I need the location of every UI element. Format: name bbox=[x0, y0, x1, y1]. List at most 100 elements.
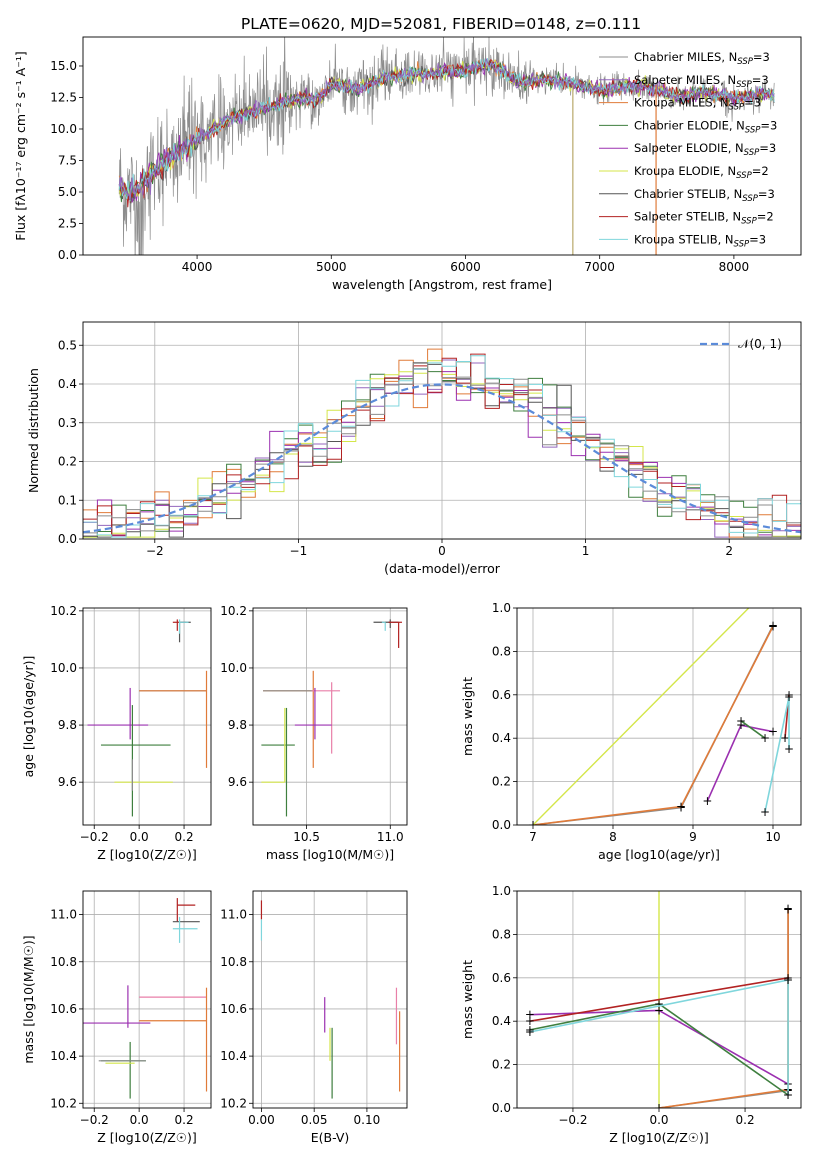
legend-label: Salpeter ELODIE, NSSP=3 bbox=[634, 141, 776, 158]
x-tick-label: 11.0 bbox=[377, 830, 404, 844]
point-marker: + bbox=[654, 1101, 664, 1115]
weight-line bbox=[706, 724, 774, 802]
plot-area bbox=[118, 37, 775, 255]
point-marker: + bbox=[780, 731, 790, 745]
legend-label: Kroupa ELODIE, NSSP=2 bbox=[634, 164, 769, 181]
weight-vs-metallicity-panel: +++++++++ +++++++++++−0.2 0.0 0.2 0.0 0.2 0.4 0… bbox=[460, 884, 802, 1145]
y-tick-label: 15.0 bbox=[50, 59, 77, 73]
plot-area bbox=[261, 619, 402, 817]
y-axis-label: mass weight bbox=[460, 960, 475, 1039]
axes-frame bbox=[252, 890, 408, 1109]
y-tick-label: 10.8 bbox=[220, 955, 247, 969]
x-tick-label: 4000 bbox=[182, 260, 213, 274]
point-marker: + bbox=[784, 690, 794, 704]
x-tick-label: 8000 bbox=[719, 260, 750, 274]
x-axis-label: Z [log10(Z/Z☉)] bbox=[609, 1130, 709, 1145]
y-tick-label: 10.6 bbox=[220, 1002, 247, 1016]
x-tick-label: 0.0 bbox=[130, 1113, 149, 1127]
x-tick-label: 5000 bbox=[316, 260, 347, 274]
y-axis-label: Normed distribution bbox=[26, 368, 41, 493]
point-marker: + bbox=[676, 800, 686, 814]
y-tick-label: 0.4 bbox=[58, 377, 77, 391]
point-marker: + bbox=[768, 619, 778, 633]
axes-frame bbox=[82, 36, 802, 256]
y-tick-label: 10.2 bbox=[50, 1096, 77, 1110]
weight-line bbox=[764, 696, 790, 813]
x-tick-label: 0.00 bbox=[248, 1113, 275, 1127]
x-tick-label: 0.2 bbox=[175, 830, 194, 844]
y-tick-label: 0.0 bbox=[492, 818, 511, 832]
normal-curve bbox=[83, 383, 801, 534]
y-tick-label: 0.8 bbox=[492, 927, 511, 941]
legend-label: Salpeter STELIB, NSSP=2 bbox=[634, 210, 774, 227]
point-marker: + bbox=[528, 818, 538, 832]
model-spectrum bbox=[118, 57, 775, 202]
residual-histogram-panel: −2 −1 0 1 2 0.0 0.1 0.2 0.3 0.4 0.5 (data-model)/er… bbox=[26, 321, 802, 576]
y-tick-label: 10.4 bbox=[220, 1049, 247, 1063]
x-tick-label: −2 bbox=[146, 544, 164, 558]
y-tick-label: 11.0 bbox=[220, 908, 247, 922]
y-tick-label: 0.0 bbox=[58, 248, 77, 262]
point-marker: + bbox=[654, 997, 664, 1011]
histogram-step bbox=[83, 362, 801, 539]
axes-frame bbox=[252, 607, 408, 826]
point-marker: + bbox=[748, 597, 758, 611]
weight-vs-age-panel: ++++++++++ +++ +++++7 8 9 10 0.0 0.2 0.4 0.6 0.8 1.… bbox=[460, 597, 802, 862]
point-marker: + bbox=[525, 1025, 535, 1039]
point-marker: + bbox=[654, 1101, 664, 1115]
y-tick-label: 1.0 bbox=[492, 884, 511, 898]
weight-line bbox=[658, 908, 789, 1108]
y-tick-label: 0.1 bbox=[58, 493, 77, 507]
point-marker: + bbox=[783, 902, 793, 916]
point-marker: + bbox=[525, 1014, 535, 1028]
legend-label: Chabrier MILES, NSSP=3 bbox=[634, 50, 770, 67]
point-marker: + bbox=[736, 714, 746, 728]
x-axis-label: Z [log10(Z/Z☉)] bbox=[97, 1130, 197, 1145]
x-tick-label: 2 bbox=[725, 544, 733, 558]
y-axis-label: mass [log10(M/M☉)] bbox=[21, 935, 36, 1063]
y-tick-label: 10.8 bbox=[50, 955, 77, 969]
y-tick-label: 1.0 bbox=[492, 601, 511, 615]
weight-line bbox=[658, 909, 789, 1108]
x-tick-label: 7 bbox=[529, 830, 537, 844]
point-marker: + bbox=[783, 901, 793, 915]
x-tick-label: −0.2 bbox=[80, 830, 109, 844]
x-tick-label: 0.0 bbox=[649, 1113, 668, 1127]
point-marker: + bbox=[654, 1101, 664, 1115]
x-tick-label: 8 bbox=[609, 830, 617, 844]
legend-label: Kroupa STELIB, NSSP=3 bbox=[634, 232, 766, 249]
x-tick-label: 0.05 bbox=[301, 1113, 328, 1127]
x-axis-label: E(B-V) bbox=[311, 1130, 350, 1145]
x-tick-label: 0.10 bbox=[354, 1113, 381, 1127]
legend-label: Salpeter MILES, NSSP=3 bbox=[634, 73, 769, 90]
y-tick-label: 0.5 bbox=[58, 338, 77, 352]
x-axis-label: mass [log10(M/M☉)] bbox=[266, 847, 394, 862]
age-vs-metallicity-panel: −0.2 0.0 0.2 9.6 9.8 10.0 10.2 Z [log10(Z/Z☉)] a… bbox=[21, 604, 212, 862]
mass-vs-metallicity-panel: −0.2 0.0 0.2 10.2 10.4 10.6 10.8 11.0 Z [log10(Z… bbox=[21, 890, 212, 1145]
x-tick-label: −0.2 bbox=[80, 1113, 109, 1127]
y-tick-label: 12.5 bbox=[50, 90, 77, 104]
legend-label: Chabrier STELIB, NSSP=3 bbox=[634, 187, 775, 204]
plot-area bbox=[83, 348, 801, 539]
weight-line bbox=[532, 626, 774, 825]
y-tick-label: 10.2 bbox=[220, 604, 247, 618]
plot-area bbox=[87, 619, 208, 817]
point-marker: + bbox=[783, 973, 793, 987]
y-tick-label: 10.0 bbox=[220, 661, 247, 675]
point-marker: + bbox=[768, 725, 778, 739]
y-tick-label: 10.6 bbox=[50, 1002, 77, 1016]
legend-label: 𝒩(0, 1) bbox=[738, 337, 782, 351]
point-marker: + bbox=[525, 1023, 535, 1037]
weight-line bbox=[532, 608, 750, 825]
figure-title: PLATE=0620, MJD=52081, FIBERID=0148, z=0… bbox=[241, 15, 641, 33]
plot-area: +++++++++ +++++++++++ bbox=[525, 891, 793, 1115]
axes-frame bbox=[82, 890, 212, 1109]
y-tick-label: 10.0 bbox=[50, 122, 77, 136]
age-vs-mass-panel: 10.5 11.0 9.6 9.8 10.0 10.2 mass [log10(M/M☉)] bbox=[220, 604, 408, 862]
point-marker: + bbox=[525, 1008, 535, 1022]
point-marker: + bbox=[768, 618, 778, 632]
plot-area: ++++++++++ +++ +++++ bbox=[528, 597, 794, 832]
axes-frame bbox=[516, 607, 802, 826]
y-tick-label: 0.0 bbox=[58, 532, 77, 546]
y-tick-label: 0.4 bbox=[492, 1014, 511, 1028]
